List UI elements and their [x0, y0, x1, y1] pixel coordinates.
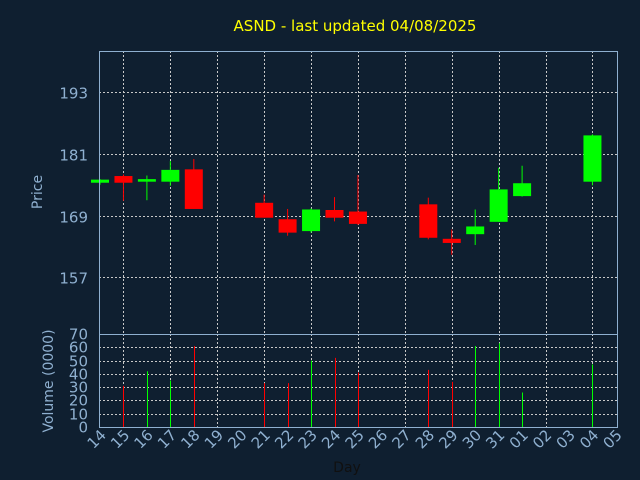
candle-body-28: [419, 204, 438, 238]
candle-body-25: [348, 211, 367, 224]
candle-body-23: [302, 209, 321, 232]
price-tick-label: 181: [59, 147, 88, 165]
volume-tick-label: 50: [69, 353, 88, 371]
volume-tick-label: 40: [69, 366, 88, 384]
candle-body-18: [184, 169, 203, 209]
volume-panel-frame: [99, 334, 618, 428]
candle-body-15: [114, 176, 133, 183]
volume-tick-label: 20: [69, 392, 88, 410]
price-tick-label: 157: [59, 270, 88, 288]
price-tick-label: 169: [59, 209, 88, 227]
candle-body-29: [442, 238, 461, 243]
x-axis-label: Day: [333, 460, 361, 476]
candle-body-24: [325, 209, 344, 218]
candle-body-21: [255, 202, 274, 218]
frame-layer: [99, 51, 618, 428]
volume-tick-label: 0: [78, 419, 88, 437]
volume-tick-label: 30: [69, 379, 88, 397]
candle-body-04: [583, 135, 602, 182]
volume-axis-label: Volume (0000): [41, 329, 57, 432]
candle-body-22: [278, 219, 297, 233]
price-axis-label: Price: [30, 175, 46, 209]
candle-body-31: [489, 189, 508, 222]
volume-tick-label: 70: [69, 326, 88, 344]
volume-tick-label: 60: [69, 339, 88, 357]
candle-body-30: [466, 226, 485, 235]
candle-body-17: [161, 169, 180, 182]
price-tick-label: 193: [59, 85, 88, 103]
marks-layer: [91, 134, 602, 427]
chart-title: ASND - last updated 04/08/2025: [234, 17, 477, 35]
candle-body-16: [137, 179, 156, 182]
volume-tick-label: 10: [69, 406, 88, 424]
candle-body-01: [513, 183, 532, 197]
